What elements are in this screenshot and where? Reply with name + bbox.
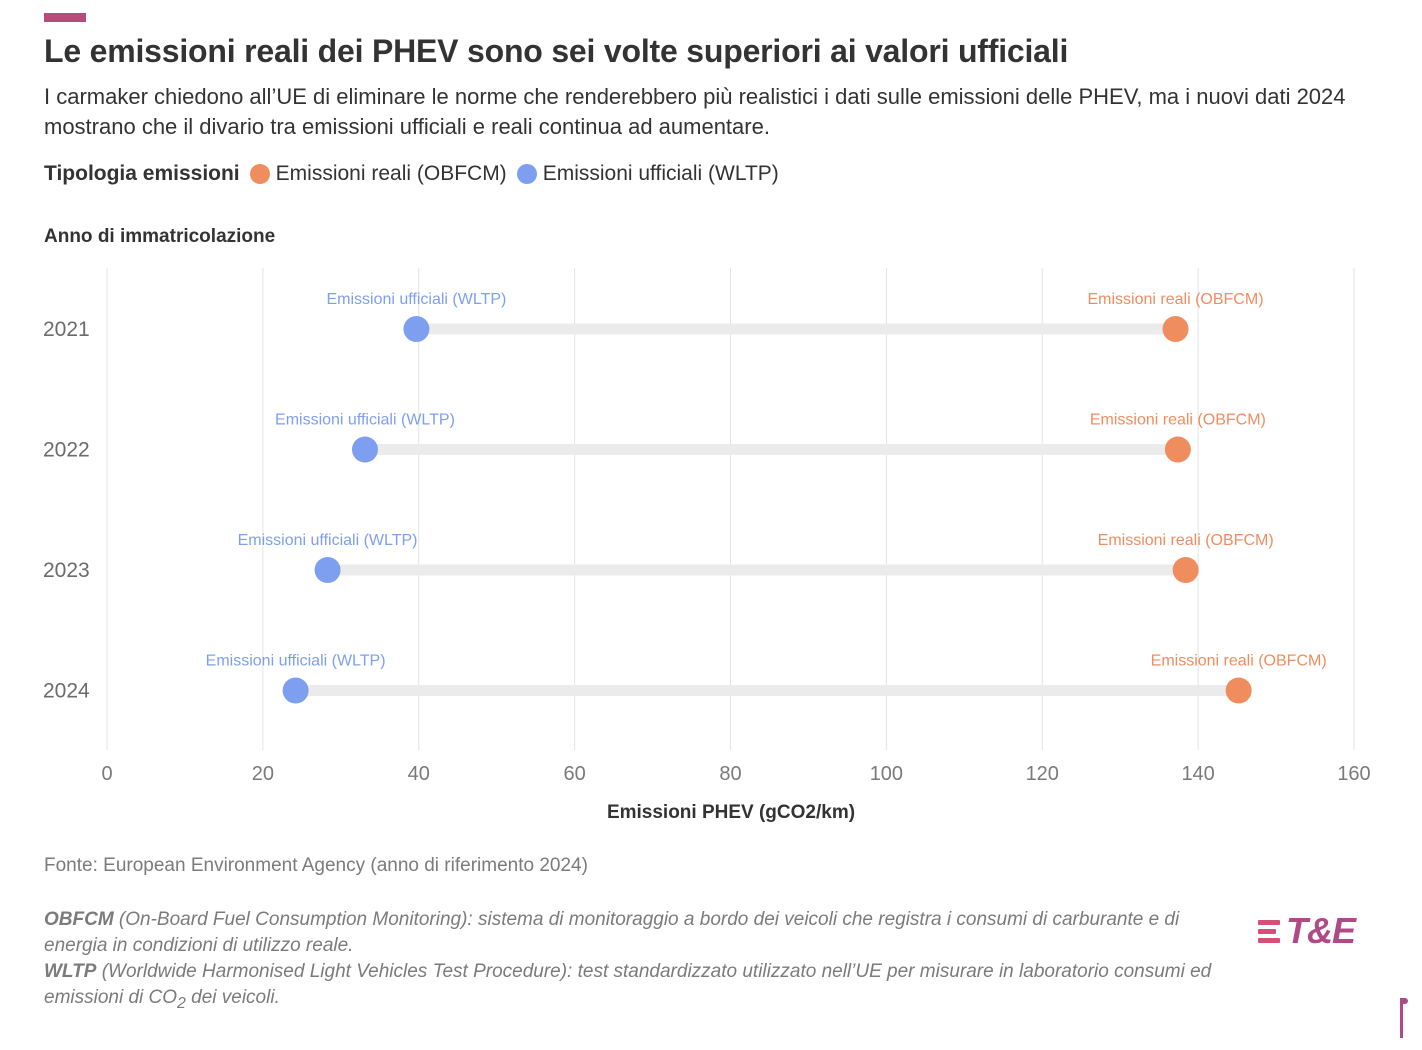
legend-label-official: Emissioni ufficiali (WLTP) (542, 162, 779, 185)
x-tick-label: 100 (870, 763, 903, 785)
definition-wltp-text: (Worldwide Harmonised Light Vehicles Tes… (44, 961, 1212, 1008)
accent-bar (44, 13, 86, 22)
real-point (1162, 316, 1189, 342)
official-point-label: Emissioni ufficiali (WLTP) (238, 532, 418, 549)
te-logo: T&E (1258, 910, 1356, 952)
x-tick-label: 120 (1026, 763, 1059, 785)
y-tick-label: 2021 (43, 318, 90, 341)
corner-mark (1400, 998, 1408, 1038)
legend-dot-real (249, 164, 270, 184)
definition-obfcm: OBFCM (On-Board Fuel Consumption Monitor… (44, 907, 1244, 959)
x-tick-label: 140 (1181, 763, 1214, 785)
x-tick-label: 40 (408, 763, 430, 785)
real-point (1172, 557, 1199, 583)
co2-subscript: 2 (177, 994, 186, 1012)
official-point (403, 316, 430, 342)
official-point (314, 557, 341, 583)
definitions-note: OBFCM (On-Board Fuel Consumption Monitor… (44, 907, 1244, 1017)
official-point-label: Emissioni ufficiali (WLTP) (326, 291, 506, 308)
legend-label-real: Emissioni reali (OBFCM) (275, 162, 507, 185)
definition-wltp-end: dei veicoli. (185, 987, 280, 1008)
chart-title: Le emissioni reali dei PHEV sono sei vol… (44, 33, 1069, 69)
legend-title: Tipologia emissioni (44, 162, 240, 185)
legend-dot-official (516, 164, 537, 184)
definition-obfcm-text: (On-Board Fuel Consumption Monitoring): … (44, 909, 1180, 956)
official-point-label: Emissioni ufficiali (WLTP) (206, 653, 386, 670)
y-tick-label: 2023 (43, 559, 90, 582)
real-point-label: Emissioni reali (OBFCM) (1151, 653, 1327, 670)
logo-text: T&E (1286, 910, 1356, 951)
x-tick-label: 0 (101, 763, 112, 785)
x-tick-label: 60 (564, 763, 586, 785)
term-obfcm: OBFCM (44, 909, 114, 930)
y-tick-label: 2024 (43, 680, 90, 703)
term-wltp: WLTP (44, 961, 97, 982)
y-tick-label: 2022 (43, 439, 90, 462)
source-note: Fonte: European Environment Agency (anno… (44, 855, 588, 876)
real-point-label: Emissioni reali (OBFCM) (1088, 291, 1264, 308)
x-tick-label: 80 (719, 763, 741, 785)
official-point (351, 436, 378, 463)
chart-plot: 0 20 40 60 80 100 120 140 160 2021 Emissioni uffic… (43, 268, 1371, 785)
x-tick-label: 20 (252, 763, 274, 785)
logo-stripes-icon (1258, 918, 1280, 945)
real-point (1225, 677, 1252, 704)
legend-item-official[interactable]: Emissioni ufficiali (WLTP) (516, 162, 779, 186)
definition-wltp: WLTP (Worldwide Harmonised Light Vehicle… (44, 959, 1244, 1017)
real-point-label: Emissioni reali (OBFCM) (1098, 532, 1274, 549)
official-point (282, 677, 309, 704)
real-point (1164, 436, 1191, 463)
official-point-label: Emissioni ufficiali (WLTP) (275, 412, 455, 429)
legend: Tipologia emissioni Emissioni reali (OBF… (44, 162, 789, 186)
x-axis-title: Emissioni PHEV (gCO2/km) (606, 802, 856, 823)
chart-subtitle: I carmaker chiedono all’UE di eliminare … (44, 84, 1346, 139)
legend-item-real[interactable]: Emissioni reali (OBFCM) (249, 162, 507, 186)
y-axis-title: Anno di immatricolazione (44, 226, 276, 247)
x-tick-label: 160 (1337, 763, 1370, 785)
real-point-label: Emissioni reali (OBFCM) (1090, 412, 1266, 429)
